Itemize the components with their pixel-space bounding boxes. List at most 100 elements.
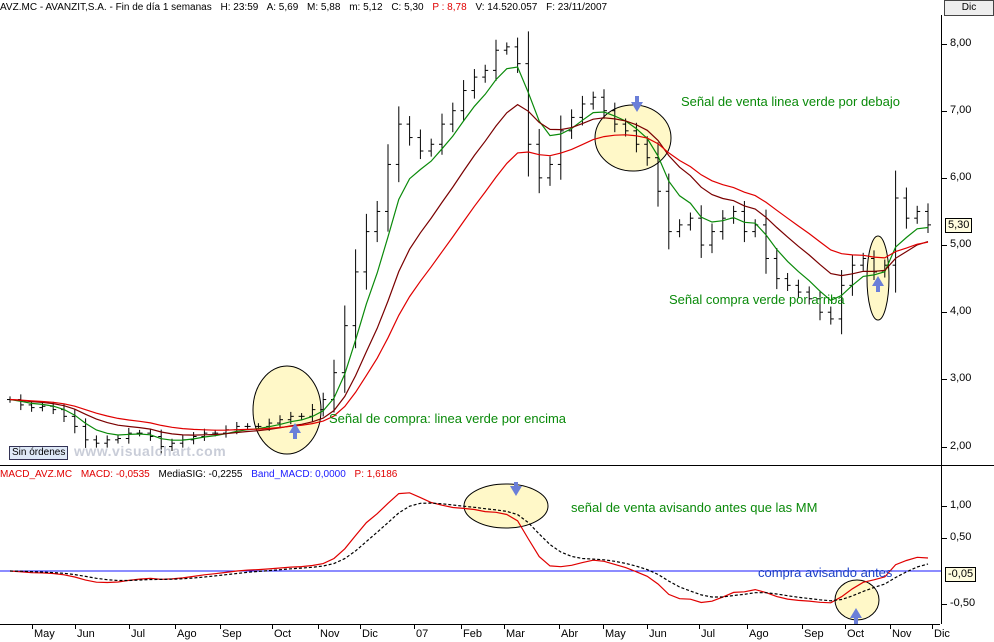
x-tick-mark: [461, 625, 462, 629]
price-bar: [698, 205, 705, 258]
x-tick-mark: [272, 625, 273, 629]
price-bar: [298, 413, 305, 420]
price-bar: [709, 223, 715, 254]
x-tick-label: Ago: [749, 628, 769, 640]
dic-button[interactable]: Dic: [944, 0, 994, 16]
sin-ordenes-button[interactable]: Sin órdenes: [9, 446, 69, 460]
x-tick-label: Jul: [701, 628, 716, 640]
price-bar: [611, 102, 618, 133]
x-tick-mark: [802, 625, 803, 629]
price-bar: [665, 173, 672, 250]
x-tick-label: May: [34, 628, 55, 640]
price-bar: [385, 144, 391, 232]
price-bar: [795, 279, 802, 298]
header-c: C: 5,30: [391, 2, 424, 13]
macd-band: Band_MACD: 0,0000: [251, 469, 346, 480]
price-tick-label: 8,00: [950, 36, 972, 49]
current-price-label: 5,30: [945, 217, 973, 233]
price-bar: [644, 136, 651, 166]
price-bar: [773, 247, 780, 290]
header-f: F: 23/11/2007: [546, 2, 608, 13]
price-tick-mark: [942, 177, 947, 179]
macd-tick-mark: [942, 505, 947, 507]
x-tick-mark: [32, 625, 33, 629]
highlight-ellipse: [463, 483, 549, 529]
price-chart[interactable]: [0, 15, 942, 465]
price-bar: [71, 409, 78, 434]
price-bar: [406, 116, 413, 146]
arrow-stem: [876, 286, 880, 292]
price-tick-label: 5,00: [950, 238, 972, 251]
x-tick-mark: [318, 625, 319, 629]
header-v: V: 14.520.057: [475, 2, 538, 13]
macd-tick-label: -0,50: [950, 596, 976, 609]
macd-name: MACD_AVZ.MC: [0, 469, 73, 480]
price-bar: [547, 156, 553, 186]
price-bar: [352, 249, 359, 349]
signal-line: [9, 502, 929, 602]
price-tick-label: 4,00: [950, 305, 972, 318]
x-tick-label: May: [605, 628, 626, 640]
macd-tick-label: 0,50: [950, 531, 972, 544]
x-tick-mark: [890, 625, 891, 629]
price-bar: [590, 91, 597, 110]
arrow-stem: [635, 96, 639, 102]
price-bar: [169, 438, 175, 451]
price-bar: [136, 429, 143, 437]
price-bar: [395, 106, 402, 183]
arrow-stem: [514, 482, 518, 486]
price-bar: [849, 254, 856, 296]
arrow-down-icon: [631, 102, 643, 112]
watermark: www.visualchart.com: [74, 443, 227, 459]
price-bar: [28, 400, 35, 412]
price-bar: [838, 270, 845, 335]
header-a: A: 5,69: [266, 2, 299, 13]
price-bar: [471, 69, 478, 99]
price-bar: [93, 435, 100, 448]
price-bar: [277, 415, 283, 428]
price-tick-mark: [942, 379, 947, 381]
price-bar: [784, 272, 791, 291]
price-tick-label: 7,00: [950, 103, 972, 116]
annotation-compra-encima: Señal de compra: linea verde por encima: [329, 411, 567, 426]
x-tick-label: Mar: [506, 628, 525, 640]
annotation-macd-venta: señal de venta avisando antes que las MM: [571, 500, 818, 515]
price-bar: [806, 286, 813, 305]
ma-fast-line: [9, 66, 929, 441]
price-bar: [817, 290, 823, 321]
price-header: AVZ.MC - AVANZIT,S.A. - Fin de día 1 sem…: [0, 0, 940, 15]
x-tick-mark: [220, 625, 221, 629]
x-tick-label: 07: [416, 628, 429, 640]
price-y-axis: Dic 8,00 7,00 6,00 5,00 4,00 3,00 2,00 5,30: [941, 0, 994, 465]
annotation-compra-verde: Señal compra verde por arriba: [669, 292, 845, 307]
price-bar: [676, 219, 683, 238]
price-bar: [763, 209, 769, 274]
x-tick-label: Oct: [847, 628, 865, 640]
price-bar: [655, 142, 661, 207]
arrow-stem: [293, 433, 297, 439]
arrow-down-icon: [510, 486, 522, 496]
header-p: P : 8,78: [432, 2, 467, 13]
x-axis: May Jun Jul Ago Sep Oct Nov Dic 07 Feb Mar Abr May Ju…: [0, 624, 950, 642]
price-bar: [633, 122, 640, 153]
arrow-stem: [854, 618, 858, 624]
price-bar: [417, 129, 424, 160]
x-tick-label: Jul: [131, 628, 146, 640]
price-bar: [493, 39, 499, 81]
price-tick-mark: [942, 312, 947, 314]
x-tick-label: Abr: [561, 628, 579, 640]
price-bar: [374, 200, 381, 243]
macd-chart[interactable]: [0, 482, 942, 624]
annotation-venta: Señal de venta linea verde por debajo: [681, 94, 900, 109]
x-tick-mark: [699, 625, 700, 629]
price-bar: [892, 170, 899, 293]
price-bar: [190, 432, 197, 445]
ma-mid-line: [9, 103, 929, 436]
price-tick-mark: [942, 446, 947, 448]
price-tick-label: 6,00: [950, 170, 972, 183]
panel-divider: [0, 465, 994, 466]
x-tick-mark: [747, 625, 748, 629]
macd-media: MediaSIG: -0,2255: [158, 469, 243, 480]
price-bar: [341, 305, 348, 393]
x-tick-label: Jun: [649, 628, 667, 640]
